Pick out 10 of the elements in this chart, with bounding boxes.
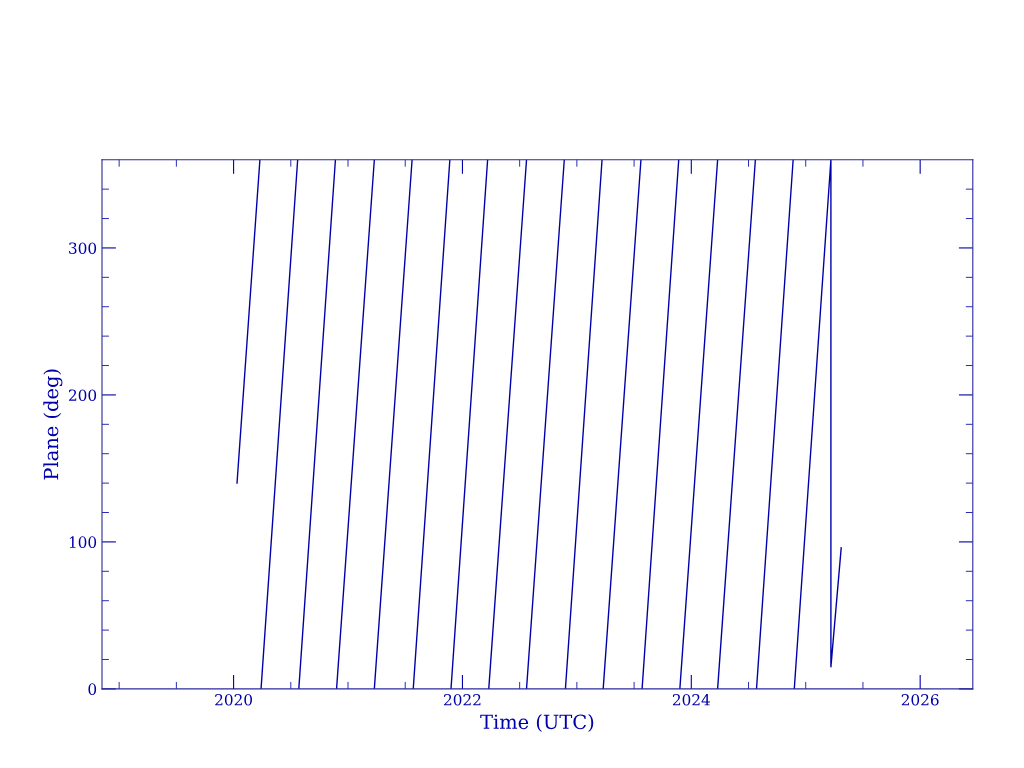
x-tick-label: 2024 — [672, 694, 710, 706]
x-tick-label: 2026 — [901, 694, 939, 706]
y-axis-title: Plane (deg) — [43, 369, 63, 480]
y-tick-label: 0 — [88, 683, 97, 695]
y-tick-label: 300 — [69, 242, 97, 254]
y-tick-label: 100 — [69, 536, 97, 548]
x-tick-label: 2022 — [444, 694, 481, 706]
x-tick-label: 2020 — [215, 694, 253, 706]
y-tick-label: 200 — [69, 389, 97, 401]
x-axis-title: Time (UTC) — [480, 714, 594, 732]
